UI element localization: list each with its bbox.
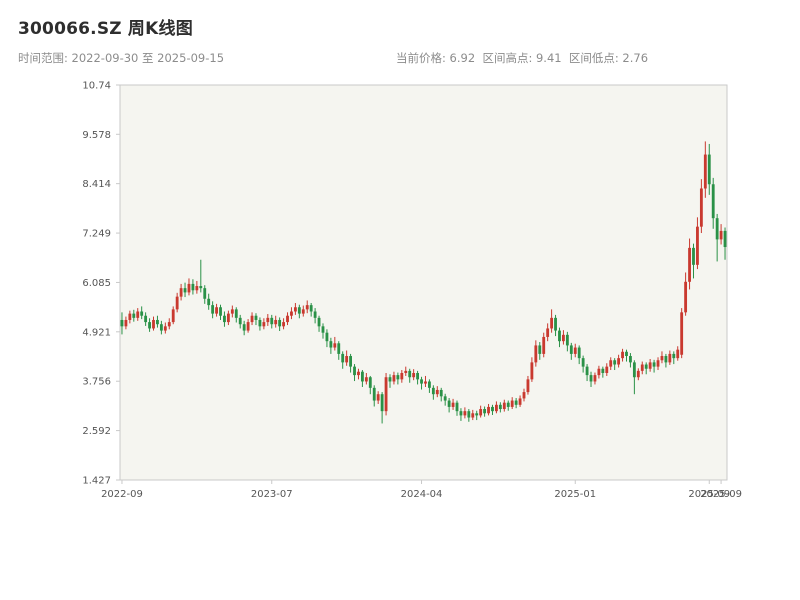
- page-title: 300066.SZ 周K线图: [18, 19, 193, 39]
- svg-text:8.414: 8.414: [82, 179, 111, 190]
- svg-text:6.085: 6.085: [82, 278, 111, 289]
- svg-text:2023-07: 2023-07: [251, 489, 293, 500]
- svg-text:2025-09: 2025-09: [700, 489, 742, 500]
- svg-text:2024-04: 2024-04: [401, 489, 443, 500]
- svg-text:2.592: 2.592: [82, 426, 111, 437]
- svg-text:2025-01: 2025-01: [554, 489, 596, 500]
- price-stats-label: 当前价格: 6.92 区间高点: 9.41 区间低点: 2.76: [396, 51, 649, 65]
- svg-text:2022-09: 2022-09: [101, 489, 143, 500]
- svg-text:1.427: 1.427: [82, 476, 111, 487]
- svg-text:10.74: 10.74: [82, 81, 111, 92]
- svg-text:7.249: 7.249: [82, 229, 111, 240]
- svg-text:3.756: 3.756: [82, 377, 111, 388]
- svg-text:4.921: 4.921: [82, 327, 111, 338]
- svg-text:2025-09: 2025-09: [688, 489, 730, 500]
- svg-text:9.578: 9.578: [82, 130, 111, 141]
- time-range-label: 时间范围: 2022-09-30 至 2025-09-15: [18, 51, 225, 65]
